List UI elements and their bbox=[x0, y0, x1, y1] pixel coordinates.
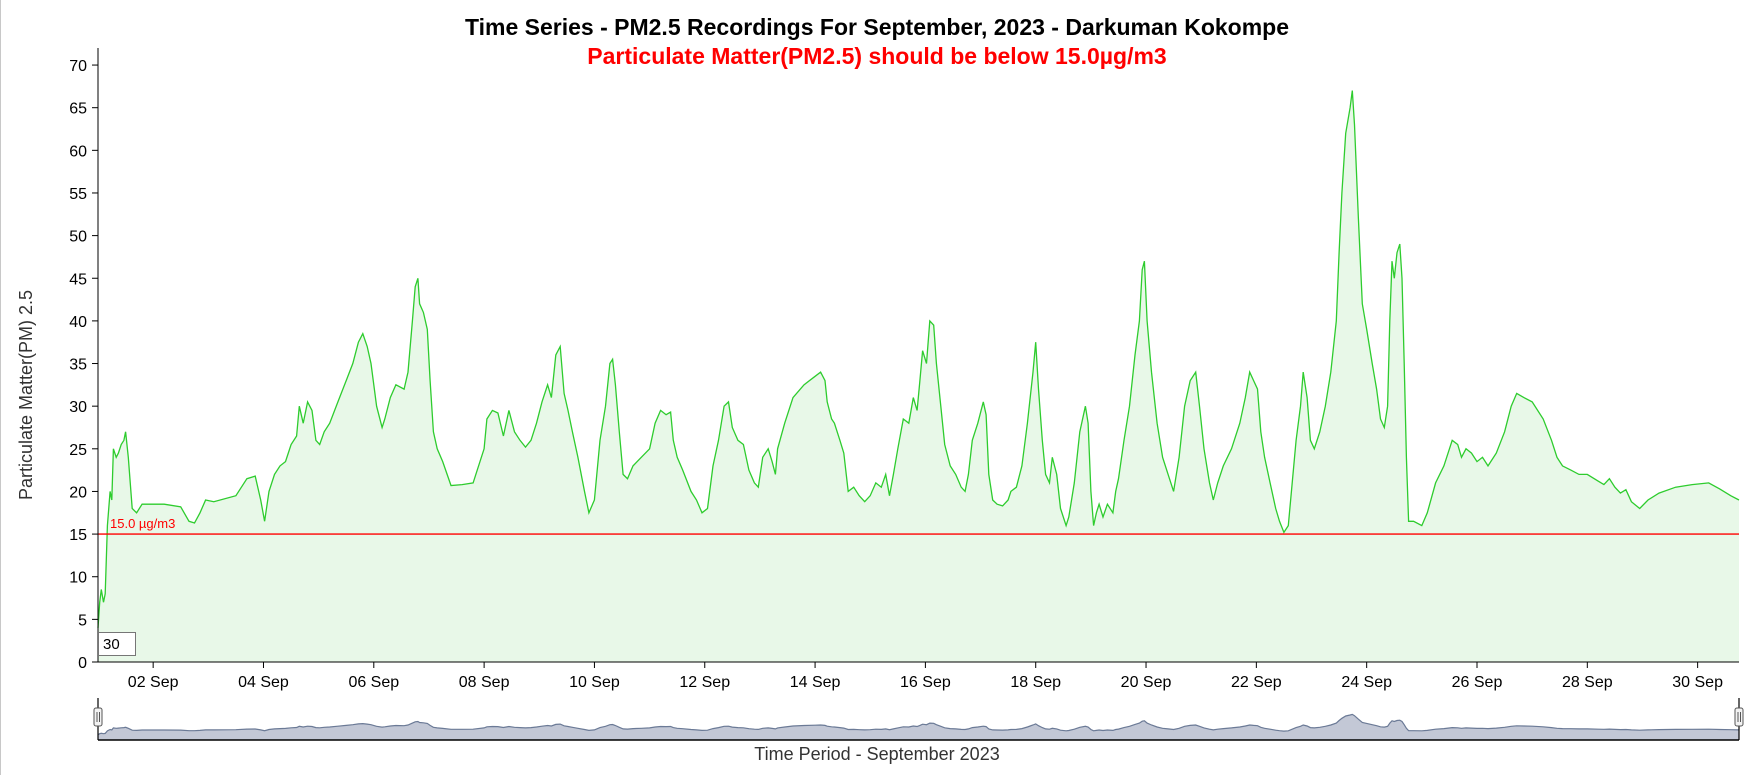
x-tick-label: 28 Sep bbox=[1562, 674, 1613, 691]
y-tick-label: 50 bbox=[69, 229, 87, 246]
x-tick-label: 20 Sep bbox=[1121, 674, 1172, 691]
x-tick-label: 14 Sep bbox=[790, 674, 841, 691]
x-tick-label: 10 Sep bbox=[569, 674, 620, 691]
time-navigator[interactable] bbox=[93, 698, 1744, 741]
chart-subtitle: Particulate Matter(PM2.5) should be belo… bbox=[587, 43, 1166, 69]
navigator-area bbox=[98, 714, 1739, 740]
x-tick-label: 08 Sep bbox=[459, 674, 510, 691]
window-size-input[interactable] bbox=[98, 632, 136, 656]
y-tick-label: 0 bbox=[78, 655, 87, 672]
y-tick-label: 20 bbox=[69, 484, 87, 501]
y-tick-label: 15 bbox=[69, 527, 87, 544]
navigator-line bbox=[97, 713, 1740, 736]
x-tick-label: 22 Sep bbox=[1231, 674, 1282, 691]
x-tick-label: 06 Sep bbox=[348, 674, 399, 691]
navigator-right-handle-grip[interactable] bbox=[1734, 707, 1744, 727]
y-tick-label: 65 bbox=[69, 101, 87, 118]
x-tick-label: 16 Sep bbox=[900, 674, 951, 691]
chart-title: Time Series - PM2.5 Recordings For Septe… bbox=[465, 14, 1289, 40]
y-tick-label: 60 bbox=[69, 143, 87, 160]
x-tick-label: 18 Sep bbox=[1010, 674, 1061, 691]
navigator-right-handle[interactable] bbox=[1734, 707, 1744, 727]
y-tick-label: 40 bbox=[69, 314, 87, 331]
y-tick-label: 10 bbox=[69, 570, 87, 587]
threshold-label: 15.0 µg/m3 bbox=[110, 516, 175, 531]
axes: 0 5 10 15 20 25 30 35 40 45 50 55 60 65 70 02 Sep 04 Sep… bbox=[69, 48, 1739, 691]
x-tick-label: 26 Sep bbox=[1452, 674, 1503, 691]
x-tick-label: 12 Sep bbox=[679, 674, 730, 691]
x-tick-label: 02 Sep bbox=[128, 674, 179, 691]
y-tick-label: 5 bbox=[78, 612, 87, 629]
series-area-fill bbox=[98, 90, 1739, 663]
navigator-left-handle-grip[interactable] bbox=[93, 707, 103, 727]
y-tick-label: 45 bbox=[69, 271, 87, 288]
y-tick-label: 30 bbox=[69, 399, 87, 416]
y-axis-label: Particulate Matter(PM) 2.5 bbox=[16, 290, 36, 500]
x-tick-label: 04 Sep bbox=[238, 674, 289, 691]
threshold-layer: 15.0 µg/m3 bbox=[98, 516, 1739, 535]
x-tick-label: 24 Sep bbox=[1341, 674, 1392, 691]
x-tick-label: 30 Sep bbox=[1672, 674, 1723, 691]
series-line bbox=[97, 90, 1740, 628]
navigator-left-handle[interactable] bbox=[93, 707, 103, 727]
x-axis-label: Time Period - September 2023 bbox=[754, 744, 999, 764]
y-tick-label: 35 bbox=[69, 357, 87, 374]
y-tick-label: 70 bbox=[69, 58, 87, 75]
data-series-area bbox=[97, 90, 1740, 663]
y-tick-label: 55 bbox=[69, 186, 87, 203]
y-tick-label: 25 bbox=[69, 442, 87, 459]
